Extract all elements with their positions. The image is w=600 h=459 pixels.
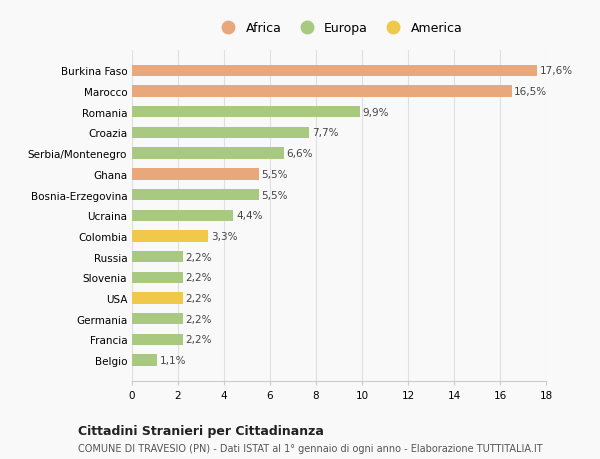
Text: 7,7%: 7,7%: [312, 128, 338, 138]
Bar: [132, 169, 259, 180]
Text: 5,5%: 5,5%: [261, 190, 288, 200]
Text: 2,2%: 2,2%: [185, 335, 212, 345]
Text: 1,1%: 1,1%: [160, 355, 187, 365]
Text: 6,6%: 6,6%: [287, 149, 313, 159]
Bar: [132, 86, 511, 97]
Bar: [132, 190, 259, 201]
Bar: [132, 148, 284, 159]
Bar: [132, 66, 537, 77]
Bar: [132, 231, 208, 242]
Bar: [132, 128, 309, 139]
Text: 3,3%: 3,3%: [211, 231, 237, 241]
Text: 17,6%: 17,6%: [539, 66, 572, 76]
Bar: [132, 355, 157, 366]
Bar: [132, 210, 233, 221]
Text: 9,9%: 9,9%: [362, 107, 389, 118]
Text: Cittadini Stranieri per Cittadinanza: Cittadini Stranieri per Cittadinanza: [78, 424, 324, 437]
Legend: Africa, Europa, America: Africa, Europa, America: [211, 17, 467, 40]
Bar: [132, 334, 182, 345]
Text: COMUNE DI TRAVESIO (PN) - Dati ISTAT al 1° gennaio di ogni anno - Elaborazione T: COMUNE DI TRAVESIO (PN) - Dati ISTAT al …: [78, 443, 542, 453]
Bar: [132, 272, 182, 283]
Bar: [132, 252, 182, 263]
Text: 2,2%: 2,2%: [185, 252, 212, 262]
Bar: [132, 293, 182, 304]
Text: 4,4%: 4,4%: [236, 211, 262, 221]
Bar: [132, 107, 360, 118]
Text: 2,2%: 2,2%: [185, 293, 212, 303]
Text: 2,2%: 2,2%: [185, 314, 212, 324]
Bar: [132, 313, 182, 325]
Text: 5,5%: 5,5%: [261, 169, 288, 179]
Text: 16,5%: 16,5%: [514, 87, 547, 97]
Text: 2,2%: 2,2%: [185, 273, 212, 283]
